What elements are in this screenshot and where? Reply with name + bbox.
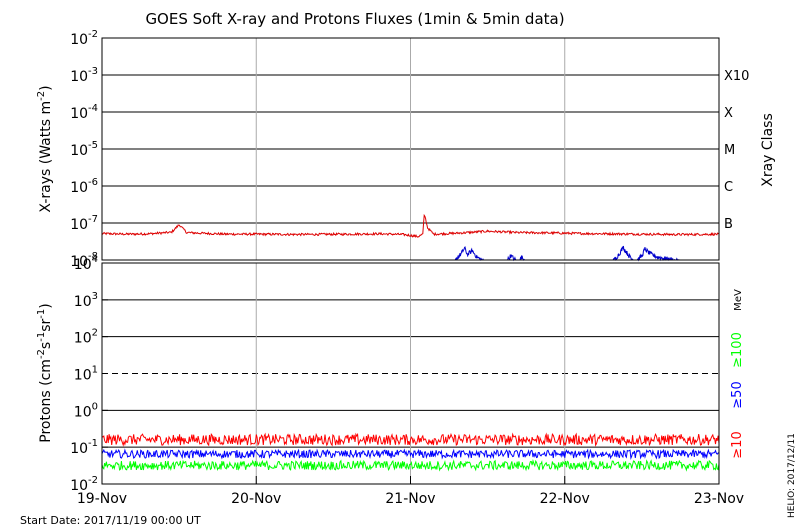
- xray-class-label: B: [724, 217, 733, 232]
- helio-credit: HELIO: 2017/12/11: [787, 433, 797, 518]
- xray-tick-label: 10-5: [70, 140, 98, 159]
- xray-tick-label: 10-3: [70, 66, 98, 85]
- xray-class-label: X: [724, 106, 733, 121]
- proton-tick-label: 101: [74, 365, 98, 384]
- xray-class-axis-label: Xray Class: [760, 113, 776, 187]
- proton-series: [101, 432, 720, 472]
- proton-series-line: [101, 458, 720, 472]
- proton-panel: 10-2 10-1 100 101 102 103 104 MeV ≥100 ≥50 ≥10 Pr…: [36, 254, 745, 494]
- xray-tick-label: 10-2: [70, 29, 98, 48]
- xray-y-tick-labels: 10-8 10-7 10-6 10-5 10-4 10-3 10-2: [70, 29, 98, 270]
- xray-tick-label: 10-4: [70, 103, 98, 122]
- xray-day-dividers: [255, 38, 566, 260]
- proton-tick-label: 103: [74, 291, 98, 310]
- xray-class-label: X10: [724, 69, 749, 84]
- xray-series-line: [453, 245, 696, 262]
- proton-tick-label: 102: [74, 328, 98, 347]
- proton-energy-labels: MeV ≥100 ≥50 ≥10: [730, 289, 745, 459]
- xray-tick-label: 10-8: [70, 251, 98, 270]
- proton-energy-label: ≥10: [730, 431, 745, 458]
- xray-tick-label: 10-7: [70, 214, 98, 233]
- proton-tick-label: 100: [74, 401, 98, 420]
- proton-tick-label: 10-1: [70, 438, 98, 457]
- proton-energy-label: ≥100: [730, 332, 745, 368]
- x-tick-label: 20-Nov: [231, 491, 281, 507]
- xray-class-label: M: [724, 143, 735, 158]
- proton-tick-label: 10-2: [70, 475, 98, 494]
- proton-energy-label: MeV: [733, 289, 744, 311]
- proton-y-tick-labels: 10-2 10-1 100 101 102 103 104: [70, 254, 98, 494]
- start-date-label: Start Date: 2017/11/19 00:00 UT: [20, 514, 201, 527]
- proton-tick-label: 104: [74, 254, 98, 273]
- x-tick-label: 21-Nov: [385, 491, 435, 507]
- x-tick-label: 23-Nov: [694, 491, 744, 507]
- proton-series-line: [101, 432, 720, 447]
- xray-tick-label: 10-6: [70, 177, 98, 196]
- x-tick-label: 22-Nov: [540, 491, 590, 507]
- proton-y-axis-label: Protons (cm-2s-1sr-1): [36, 303, 54, 442]
- proton-series-line: [101, 448, 720, 461]
- proton-energy-label: ≥50: [730, 381, 745, 408]
- xray-y-axis-label: X-rays (Watts m-2): [36, 85, 54, 212]
- chart-title: GOES Soft X-ray and Protons Fluxes (1min…: [145, 10, 564, 28]
- proton-day-dividers: [255, 263, 566, 484]
- xray-class-labels: B C M X X10: [724, 69, 749, 232]
- xray-class-label: C: [724, 180, 733, 195]
- x-axis-tick-labels: 19-Nov 20-Nov 21-Nov 22-Nov 23-Nov: [77, 476, 744, 507]
- xray-frame: [101, 37, 720, 261]
- xray-panel: 10-8 10-7 10-6 10-5 10-4 10-3 10-2 B C M X X10 X-r…: [36, 29, 776, 270]
- xray-series-line: [101, 213, 720, 239]
- x-tick-label: 19-Nov: [77, 491, 127, 507]
